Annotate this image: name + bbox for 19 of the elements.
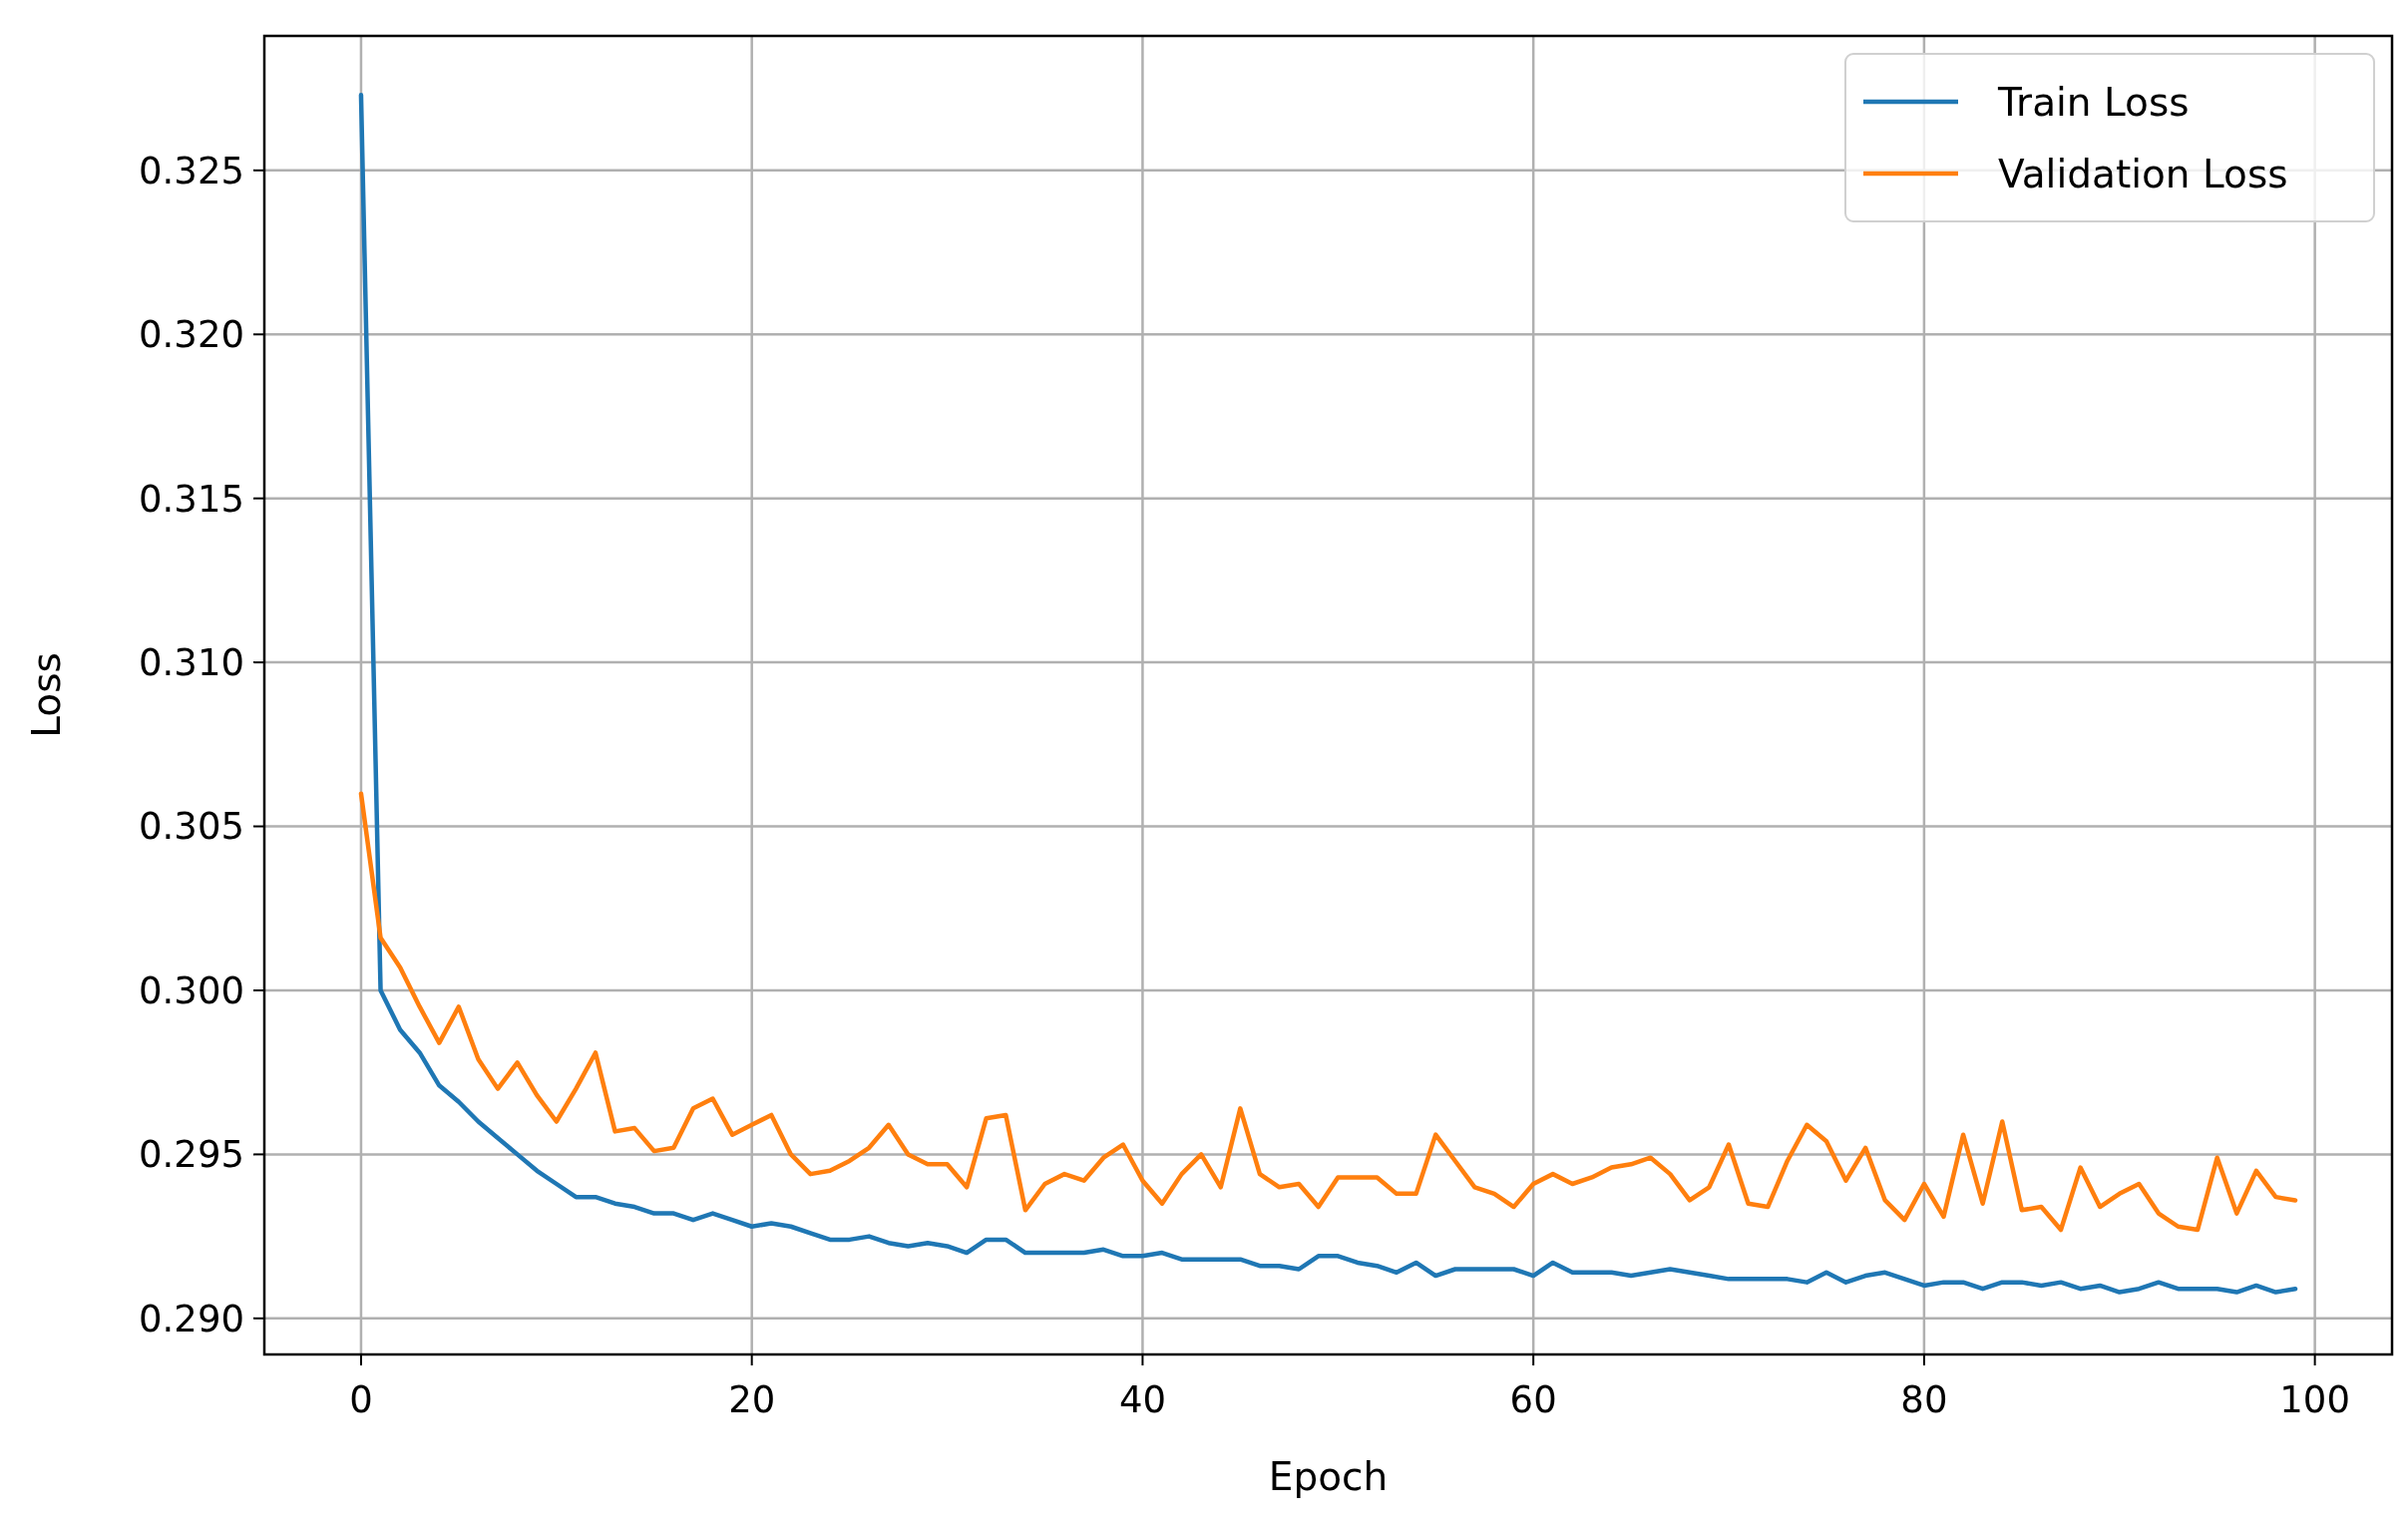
y-tick-label: 0.325 [139,149,244,192]
legend-label: Validation Loss [1998,151,2288,196]
x-axis-title: Epoch [1268,1454,1389,1499]
x-tick-label: 100 [2279,1378,2350,1421]
y-axis-title: Loss [24,652,69,738]
x-tick-label: 20 [728,1378,776,1421]
line-series [358,791,2298,1233]
y-tick-label: 0.300 [139,968,244,1012]
y-tick-label: 0.315 [139,477,244,521]
y-tick-label: 0.290 [139,1297,244,1340]
x-tick-label: 40 [1118,1378,1166,1421]
y-tick-label: 0.295 [139,1133,244,1177]
x-tick-label: 60 [1509,1378,1557,1421]
legend-label: Train Loss [1997,79,2190,125]
y-tick-label: 0.320 [139,313,244,357]
x-tick-label: 0 [349,1378,373,1421]
x-tick-label: 80 [1900,1378,1948,1421]
y-tick-label: 0.310 [139,641,244,685]
y-tick-label: 0.305 [139,805,244,849]
